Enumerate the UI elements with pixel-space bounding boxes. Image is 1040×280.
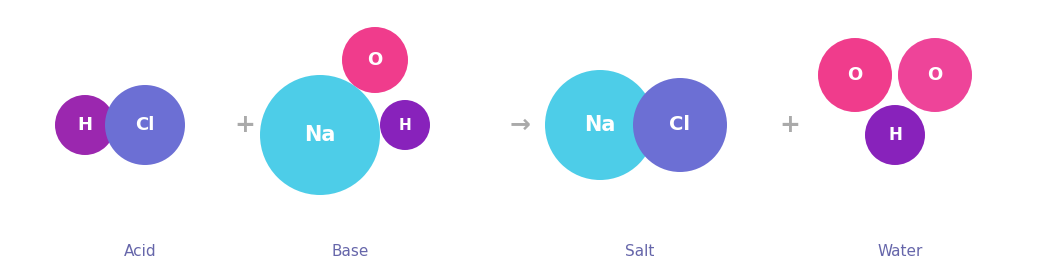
Text: O: O <box>928 66 942 84</box>
Circle shape <box>865 105 925 165</box>
Circle shape <box>380 100 430 150</box>
Text: Acid: Acid <box>124 244 156 260</box>
Text: Cl: Cl <box>670 115 691 134</box>
Circle shape <box>105 85 185 165</box>
Text: Cl: Cl <box>135 116 155 134</box>
Circle shape <box>545 70 655 180</box>
Text: Na: Na <box>584 115 616 135</box>
Text: Water: Water <box>878 244 922 260</box>
Circle shape <box>633 78 727 172</box>
Text: Salt: Salt <box>625 244 655 260</box>
Circle shape <box>260 75 380 195</box>
Circle shape <box>818 38 892 112</box>
Text: Na: Na <box>305 125 336 145</box>
Text: H: H <box>398 118 412 132</box>
Text: +: + <box>780 113 801 137</box>
Circle shape <box>55 95 115 155</box>
Text: O: O <box>848 66 862 84</box>
Text: O: O <box>367 51 383 69</box>
Text: H: H <box>888 126 902 144</box>
Text: Base: Base <box>332 244 369 260</box>
Text: →: → <box>510 113 530 137</box>
Circle shape <box>342 27 408 93</box>
Text: +: + <box>235 113 256 137</box>
Text: H: H <box>78 116 93 134</box>
Circle shape <box>898 38 972 112</box>
